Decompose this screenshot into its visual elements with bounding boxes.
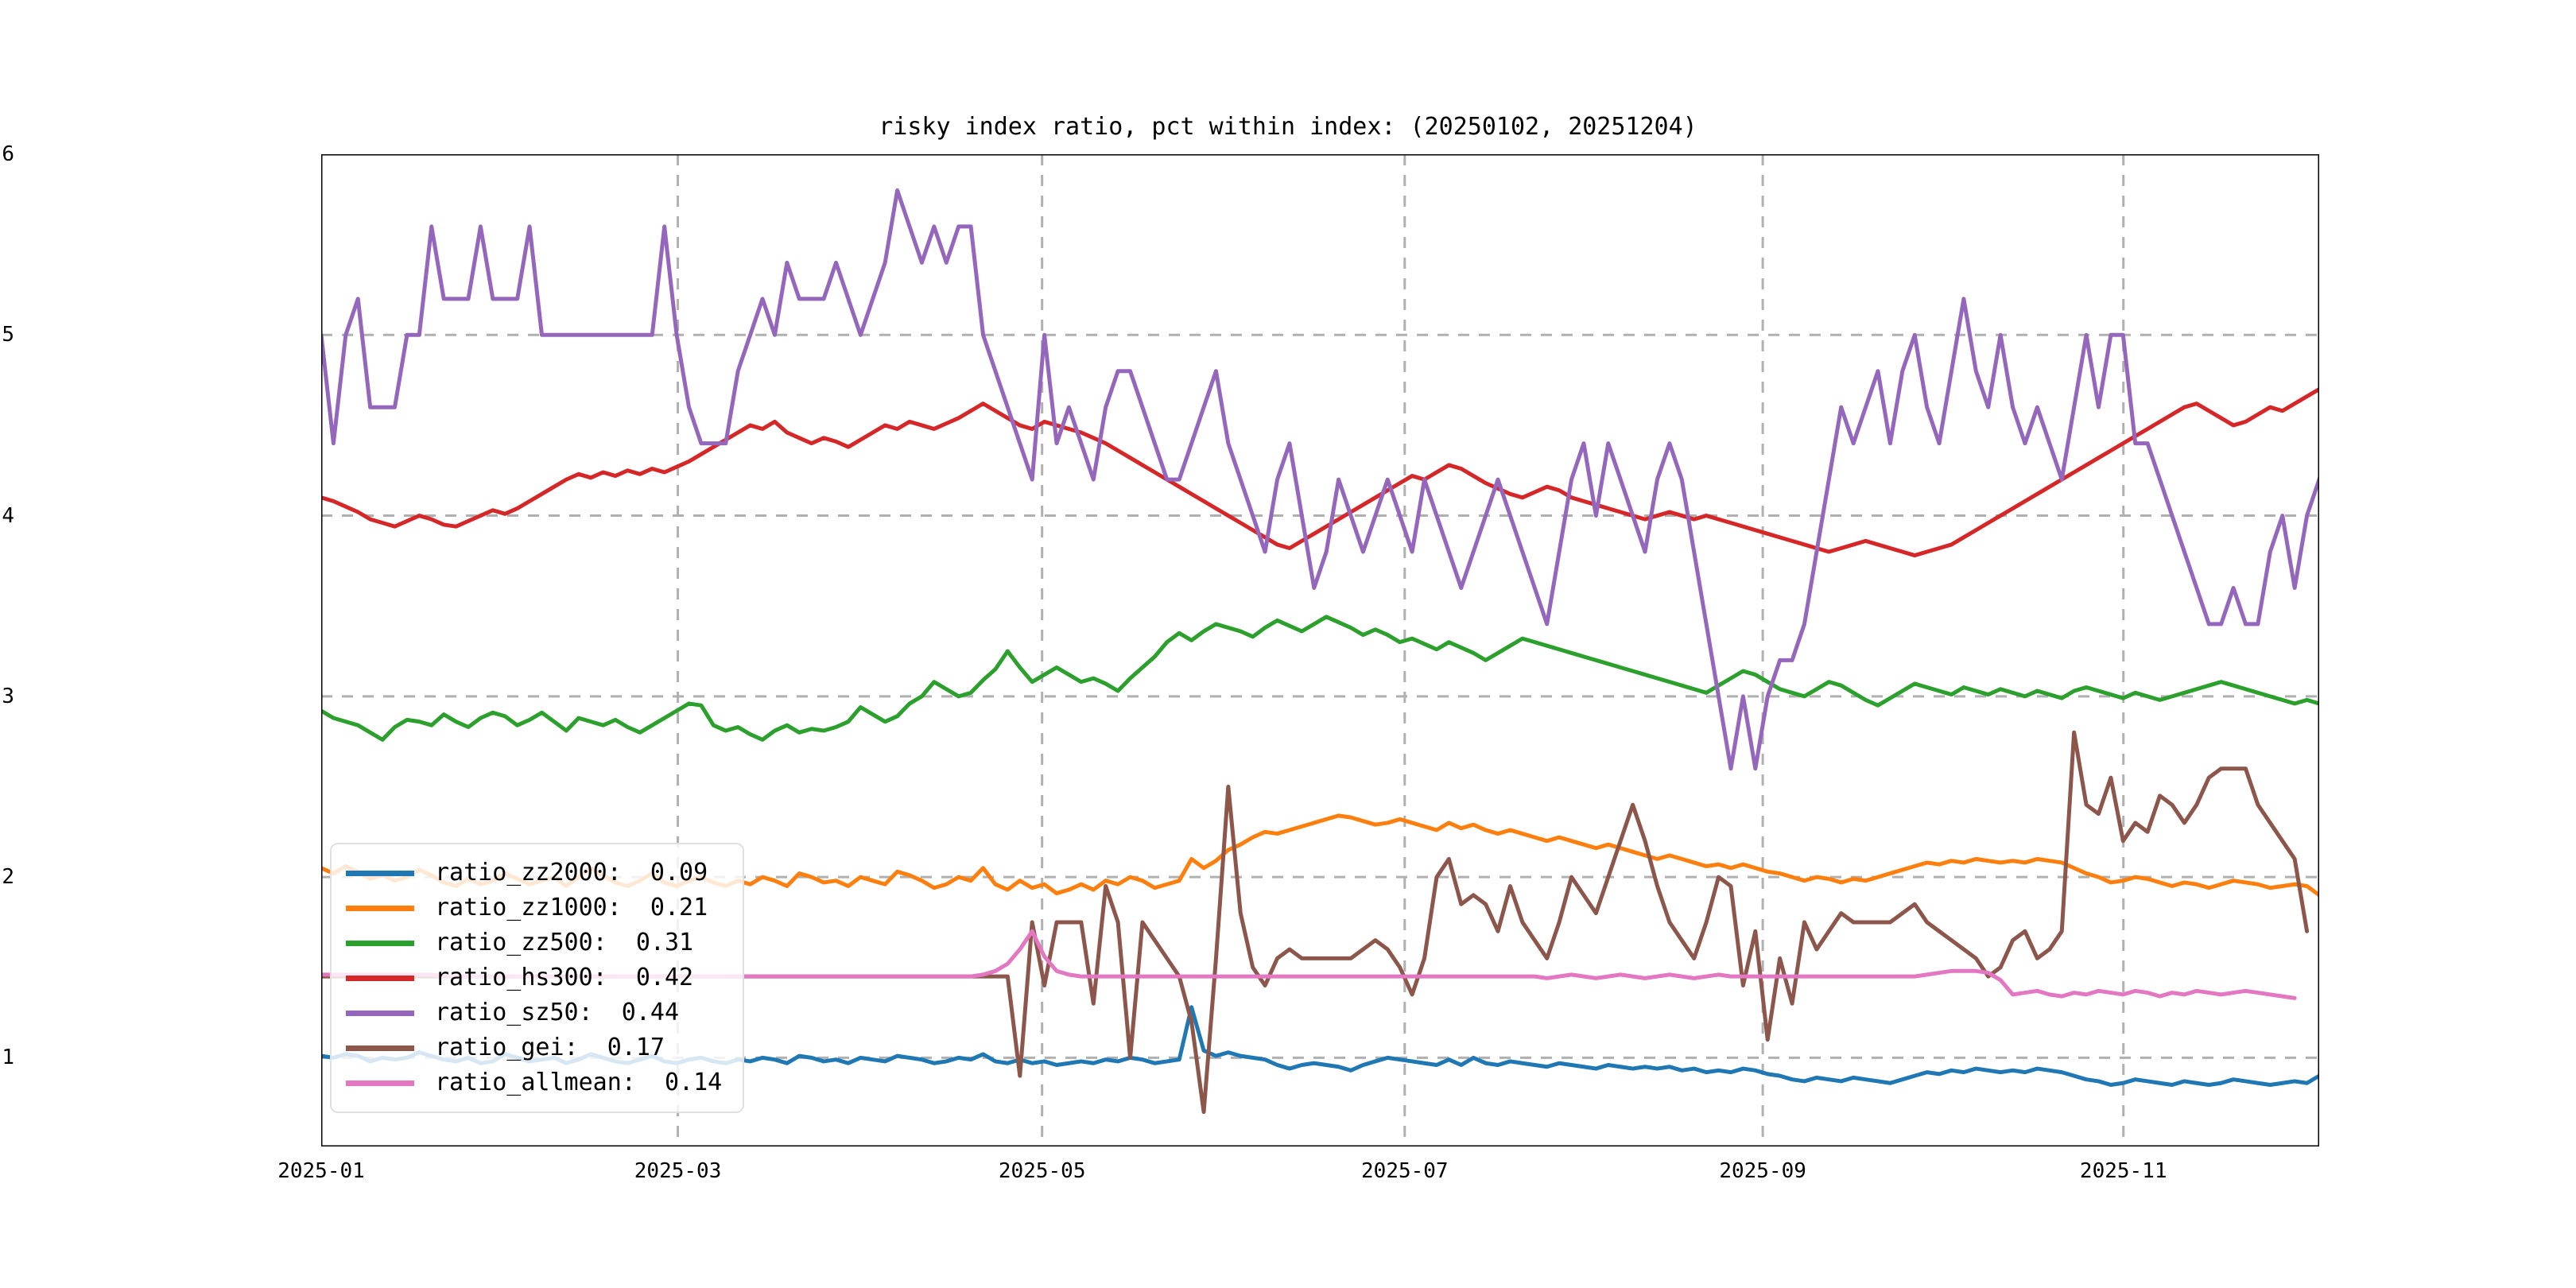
series-line-ratio_sz50 <box>321 188 2319 771</box>
x-axis-tick-label: 2025-03 <box>634 1159 722 1183</box>
legend-color-swatch <box>346 1010 414 1016</box>
legend-item-ratio_zz2000[interactable]: ratio_zz2000: 0.09 <box>346 855 722 890</box>
legend-label: ratio_hs300: 0.42 <box>435 964 694 991</box>
legend-label: ratio_gei: 0.17 <box>435 1034 665 1061</box>
legend-label: ratio_zz2000: 0.09 <box>435 859 708 886</box>
x-axis-tick-label: 2025-09 <box>1719 1159 1806 1183</box>
legend-color-swatch <box>346 1045 414 1051</box>
legend-item-ratio_sz50[interactable]: ratio_sz50: 0.44 <box>346 995 722 1030</box>
y-axis-tick-label: 0.2 <box>0 865 14 890</box>
legend-label: ratio_sz50: 0.44 <box>435 999 680 1026</box>
y-axis-tick-label: 0.1 <box>0 1046 14 1070</box>
x-axis-tick-label: 2025-07 <box>1361 1159 1449 1183</box>
legend-color-swatch <box>346 905 414 911</box>
legend-label: ratio_zz500: 0.31 <box>435 929 694 956</box>
legend-color-swatch <box>346 940 414 946</box>
series-line-ratio_zz500 <box>321 615 2319 742</box>
legend-color-swatch <box>346 870 414 876</box>
y-axis-tick-label: 0.6 <box>0 142 14 166</box>
y-axis-tick-label: 0.3 <box>0 684 14 708</box>
legend-item-ratio_allmean[interactable]: ratio_allmean: 0.14 <box>346 1065 722 1100</box>
x-axis-tick-label: 2025-11 <box>2079 1159 2167 1183</box>
series-line-ratio_hs300 <box>321 386 2319 558</box>
legend-item-ratio_zz1000[interactable]: ratio_zz1000: 0.21 <box>346 890 722 925</box>
x-axis-tick-label: 2025-01 <box>277 1159 365 1183</box>
chart-title: risky index ratio, pct within index: (20… <box>879 113 1697 141</box>
y-axis-tick-label: 0.5 <box>0 323 14 347</box>
chart-legend[interactable]: ratio_zz2000: 0.09 ratio_zz1000: 0.21 rati… <box>330 843 745 1113</box>
legend-label: ratio_zz1000: 0.21 <box>435 894 708 921</box>
legend-item-ratio_hs300[interactable]: ratio_hs300: 0.42 <box>346 960 722 995</box>
legend-label: ratio_allmean: 0.14 <box>435 1069 723 1096</box>
legend-color-swatch <box>346 975 414 981</box>
legend-color-swatch <box>346 1080 414 1086</box>
legend-item-ratio_gei[interactable]: ratio_gei: 0.17 <box>346 1030 722 1065</box>
legend-item-ratio_zz500[interactable]: ratio_zz500: 0.31 <box>346 925 722 960</box>
y-axis-tick-label: 0.4 <box>0 503 14 528</box>
x-axis-tick-label: 2025-05 <box>998 1159 1086 1183</box>
